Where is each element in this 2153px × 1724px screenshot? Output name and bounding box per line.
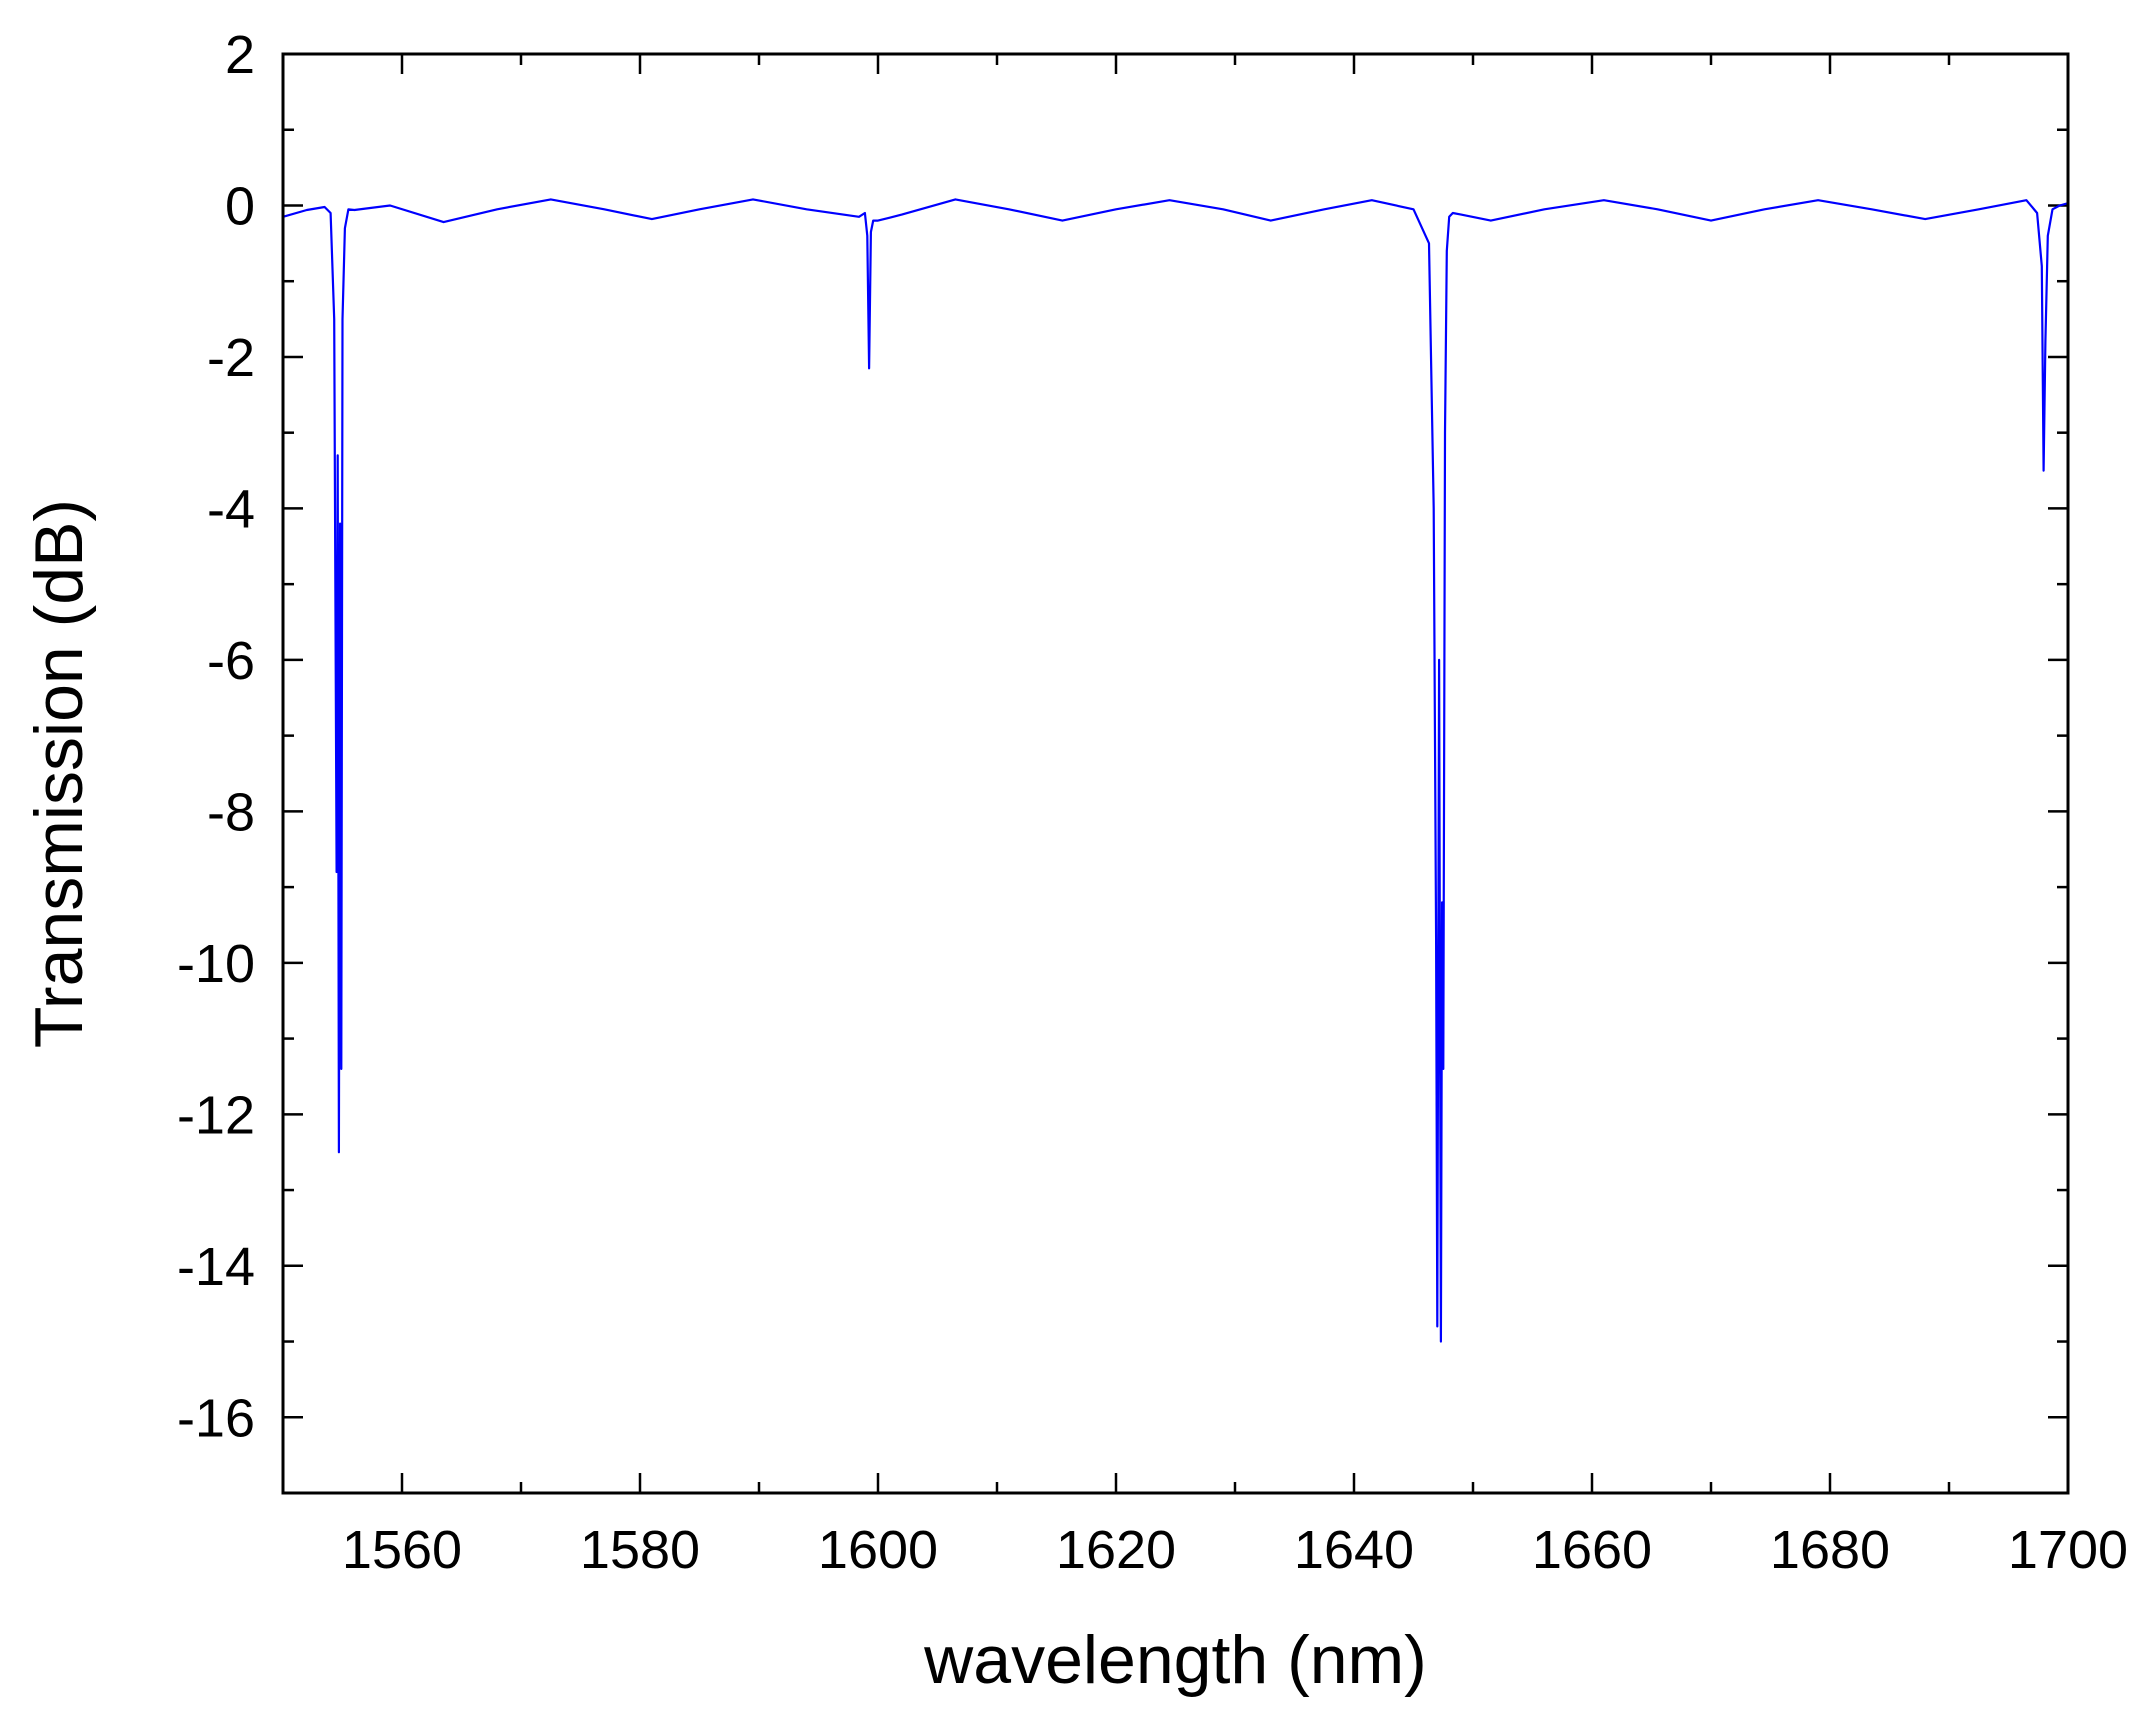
y-tick-label: -6: [207, 631, 255, 691]
x-tick-label: 1580: [580, 1520, 700, 1580]
x-tick-label: 1560: [342, 1520, 462, 1580]
transmission-series-line: [282, 198, 2069, 1343]
y-tick-label: -12: [177, 1085, 255, 1145]
y-tick-label: -4: [207, 479, 255, 539]
y-tick-label: -16: [177, 1388, 255, 1448]
y-axis-title: Transmission (dB): [21, 499, 97, 1048]
x-axis-title: wavelength (nm): [923, 1622, 1427, 1698]
x-tick-label: 1600: [818, 1520, 938, 1580]
tick-labels: 1560 1580 1600 1620 1640 1660 1680 1700 2 0 -2 -4 -6…: [177, 25, 2128, 1580]
x-tick-label: 1700: [2008, 1520, 2128, 1580]
y-tick-label: -10: [177, 934, 255, 994]
y-tick-label: -2: [207, 328, 255, 388]
y-tick-label: 0: [225, 176, 255, 236]
x-tick-label: 1660: [1532, 1520, 1652, 1580]
plot-frame: [281, 52, 2070, 1495]
x-tick-label: 1680: [1770, 1520, 1890, 1580]
x-tick-label: 1640: [1294, 1520, 1414, 1580]
x-tick-label: 1620: [1056, 1520, 1176, 1580]
tick-marks: [281, 52, 2070, 1495]
y-tick-label: -8: [207, 782, 255, 842]
y-tick-label: -14: [177, 1237, 255, 1297]
y-tick-label: 2: [225, 25, 255, 85]
